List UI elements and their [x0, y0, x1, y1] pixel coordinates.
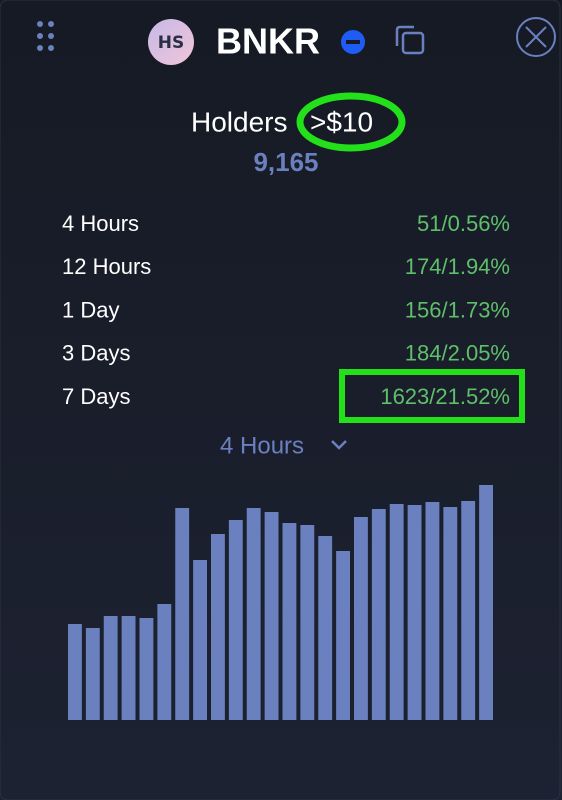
bar: [300, 525, 315, 720]
token-name: BNKR: [216, 21, 320, 62]
bar: [443, 507, 458, 720]
holders-threshold: >$10: [310, 106, 373, 137]
bar: [264, 512, 279, 720]
bar: [318, 536, 333, 720]
bar: [121, 616, 136, 720]
bar: [139, 618, 154, 720]
stat-label: 7 Days: [62, 384, 130, 409]
highlight-oval: [296, 92, 406, 152]
bar: [389, 504, 404, 720]
copy-icon[interactable]: [395, 25, 425, 55]
bar: [85, 628, 100, 720]
bar: [103, 616, 118, 720]
avatar: [148, 19, 194, 65]
bar: [193, 560, 207, 720]
bar: [157, 604, 172, 720]
stat-label: 3 Days: [62, 341, 130, 366]
bar: [175, 508, 190, 720]
close-button[interactable]: [516, 17, 556, 57]
stat-value: 174/1.94%: [405, 254, 510, 279]
stat-value: 1623/21.52%: [380, 384, 510, 409]
bar: [68, 624, 82, 720]
bar: [407, 505, 422, 720]
bar: [246, 508, 261, 720]
bar: [425, 502, 440, 720]
stat-label: 1 Day: [62, 297, 119, 322]
stat-value: 51/0.56%: [417, 211, 510, 236]
bar: [371, 509, 386, 720]
bar: [336, 551, 350, 720]
bar: [479, 485, 493, 720]
selector-chevron[interactable]: [331, 440, 347, 450]
stat-value: 184/2.05%: [405, 341, 510, 366]
bar: [354, 517, 368, 720]
bar: [211, 534, 225, 720]
stat-label: 12 Hours: [62, 254, 151, 279]
status-icon-minus: [346, 40, 360, 44]
highlight-box: [339, 369, 525, 423]
avatar-text: HS: [158, 33, 184, 53]
bar: [282, 523, 297, 720]
drag-handle[interactable]: [37, 21, 54, 51]
bar: [228, 520, 243, 720]
holders-title: Holders: [191, 106, 287, 137]
bar: [461, 501, 476, 720]
stat-value: 156/1.73%: [405, 297, 510, 322]
holders-count: 9,165: [253, 147, 318, 177]
stat-label: 4 Hours: [62, 211, 139, 236]
period-selector[interactable]: 4 Hours: [220, 432, 304, 459]
